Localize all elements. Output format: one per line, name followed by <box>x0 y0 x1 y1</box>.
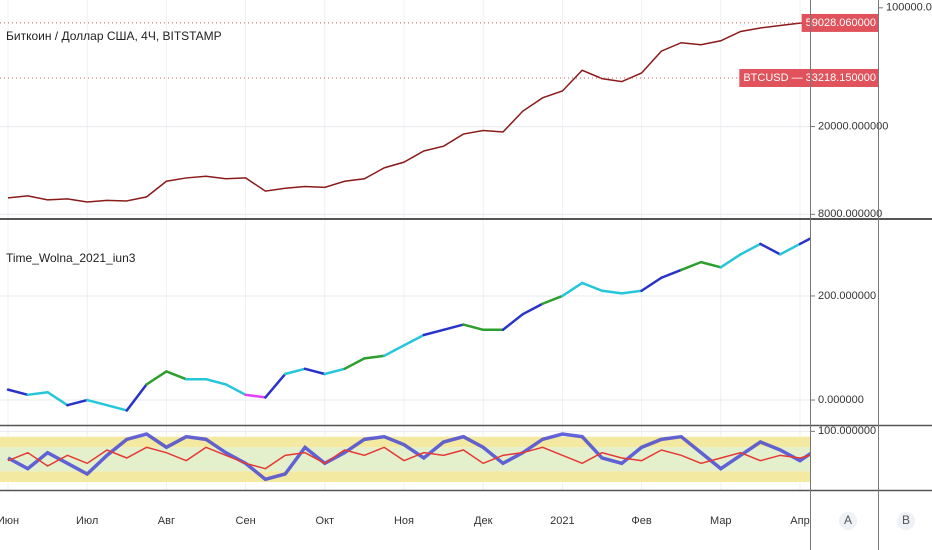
line-segment <box>204 377 228 386</box>
line-segment <box>46 390 69 407</box>
line-segment <box>580 281 604 293</box>
line-segment <box>778 242 802 256</box>
y2-tick-label: 100000.00 <box>886 2 932 14</box>
line-segment <box>521 302 544 316</box>
button-label[interactable]: B <box>902 513 910 527</box>
line-segment <box>679 260 703 272</box>
line-segment <box>66 398 89 407</box>
y-tick-label: 200.000000 <box>818 290 876 302</box>
line-segment <box>323 367 346 376</box>
line-segment <box>165 370 188 381</box>
line-segment <box>561 281 584 298</box>
pane-title: Time_Wolna_2021_iun3 <box>6 251 136 265</box>
line-segment <box>620 289 643 295</box>
band <box>0 447 810 472</box>
scale-button[interactable]: B <box>897 512 915 530</box>
x-tick-label: Апр <box>790 515 809 527</box>
line-segment <box>798 237 810 246</box>
line-segment <box>244 393 267 399</box>
x-tick-label: Июн <box>0 515 19 527</box>
y-tick-label: 0.000000 <box>818 394 864 406</box>
x-tick-label: Ноя <box>394 515 414 527</box>
series-line <box>7 22 810 203</box>
line-segment <box>660 268 683 280</box>
line-segment <box>224 383 247 397</box>
y-tick-label: 8000.000000 <box>818 208 882 220</box>
x-tick-label: Авг <box>158 515 175 527</box>
x-tick-label: Мар <box>710 515 732 527</box>
line-segment <box>501 312 525 332</box>
line-segment <box>125 383 148 412</box>
line-segment <box>462 323 485 332</box>
band <box>0 436 810 448</box>
price-tag-box <box>739 68 878 87</box>
pane-title: Биткоин / Доллар США, 4Ч, BITSTAMP <box>6 29 222 43</box>
line-segment <box>145 370 168 386</box>
x-tick-label: Фев <box>631 515 651 527</box>
price-tag-label: 59028.060000 <box>806 17 876 29</box>
line-segment <box>85 398 109 407</box>
x-tick-label: Июл <box>76 515 98 527</box>
price-tag-label: BTCUSD — 33218.150000 <box>743 72 876 84</box>
series-line <box>7 432 810 482</box>
line-segment <box>640 276 663 293</box>
line-segment <box>26 390 49 397</box>
line-segment <box>343 357 366 371</box>
button-label[interactable]: A <box>844 513 852 527</box>
line-segment <box>759 242 782 256</box>
line-segment <box>402 333 426 347</box>
line-segment <box>422 328 445 337</box>
band <box>0 471 810 482</box>
x-tick-label: 2021 <box>550 515 574 527</box>
line-segment <box>699 260 723 269</box>
series-line <box>7 446 810 470</box>
price-tag-box <box>801 13 878 32</box>
line-segment <box>6 388 30 397</box>
y-tick-label: 100.000000 <box>818 425 876 437</box>
y-tick-label: 20000.000000 <box>818 120 888 132</box>
x-tick-label: Дек <box>474 515 493 527</box>
line-segment <box>303 367 327 376</box>
line-segment <box>283 367 307 376</box>
line-segment <box>541 294 564 306</box>
line-segment <box>105 403 129 412</box>
line-segment <box>363 354 386 360</box>
line-segment <box>719 253 742 269</box>
line-segment <box>264 372 287 399</box>
line-segment <box>739 242 762 256</box>
price-tag: 59028.060000 <box>801 13 878 32</box>
plot-layer: Июн Июл Авг Сен Окт Ноя Дек 2021 Фев Мар Апр 8000.0… <box>0 0 932 527</box>
line-segment <box>382 344 406 358</box>
line-segment <box>600 289 624 295</box>
scale-button[interactable]: A <box>839 512 857 530</box>
pane <box>0 22 810 215</box>
pane <box>0 237 810 412</box>
price-tag: BTCUSD — 33218.150000 <box>739 68 878 87</box>
x-tick-label: Сен <box>236 515 256 527</box>
x-tick-label: Окт <box>316 515 335 527</box>
line-segment <box>442 323 465 332</box>
pane <box>0 430 810 482</box>
